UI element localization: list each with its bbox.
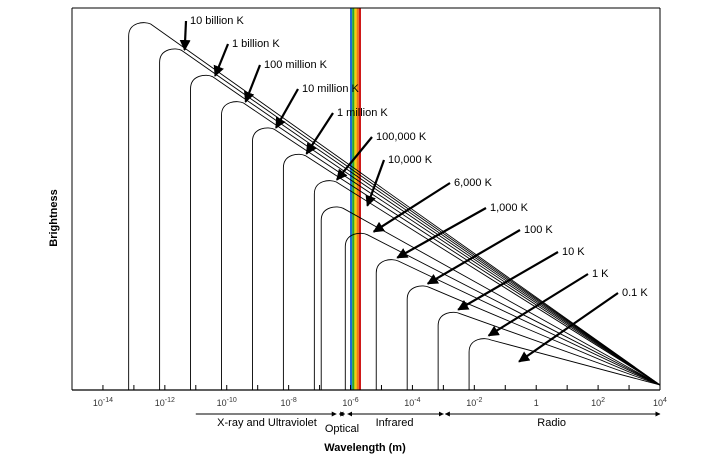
spectrum-stripe	[352, 8, 355, 390]
visible-spectrum-band	[350, 8, 361, 390]
band-label: Radio	[537, 417, 566, 429]
curve-label: 0.1 K	[622, 287, 648, 299]
curve-label: 10 million K	[302, 83, 360, 95]
curve-label: 1 million K	[337, 107, 388, 119]
blackbody-curve	[320, 206, 661, 390]
wavelength-bands: X-ray and Ultraviolet Optical Infrared Radi…	[195, 411, 661, 435]
x-tick-label: 10-4	[404, 397, 420, 408]
curve-label: 100 million K	[264, 59, 328, 71]
x-axis-title: Wavelength (m)	[324, 442, 406, 454]
blackbody-curve	[313, 180, 661, 390]
label-arrow	[244, 64, 262, 103]
label-arrow	[396, 207, 487, 259]
blackbody-curve	[282, 153, 661, 390]
curve-label: 1 billion K	[232, 38, 280, 50]
curve-label-arrows	[179, 20, 619, 363]
curve-label: 1 K	[592, 268, 609, 280]
label-arrow	[365, 159, 386, 207]
blackbody-curve	[252, 127, 661, 390]
curve-label: 6,000 K	[454, 177, 493, 189]
y-axis-title: Brightness	[48, 189, 60, 246]
x-tick-label: 10-8	[281, 397, 297, 408]
label-arrow	[426, 229, 521, 285]
band-label: Optical	[325, 423, 359, 435]
label-arrow	[305, 112, 334, 155]
spectrum-stripe	[358, 8, 361, 390]
blackbody-curve	[190, 74, 661, 390]
x-tick-label: 10-10	[217, 397, 237, 408]
x-tick-label: 102	[591, 397, 605, 408]
blackbody-curve	[128, 22, 661, 390]
x-tick-label: 104	[653, 397, 667, 408]
band-label: Infrared	[376, 417, 414, 429]
blackbody-curve	[437, 311, 661, 390]
curve-label: 1,000 K	[490, 202, 529, 214]
x-tick-label: 10-12	[155, 397, 175, 408]
blackbody-curve	[344, 232, 661, 390]
label-arrow	[213, 43, 230, 77]
blackbody-curve	[468, 338, 661, 390]
label-arrow	[457, 251, 559, 311]
curve-labels: 10 billion K 1 billion K 100 million K 10 m…	[190, 15, 648, 299]
spectrum-stripe	[350, 8, 353, 390]
curve-label: 10 billion K	[190, 15, 244, 27]
x-tick-label: 10-2	[466, 397, 482, 408]
curve-label: 10,000 K	[388, 154, 433, 166]
x-tick-label: 10-6	[342, 397, 358, 408]
label-arrow	[372, 182, 451, 233]
label-arrow	[336, 136, 373, 181]
label-arrow	[179, 20, 191, 52]
curve-label: 100,000 K	[376, 131, 427, 143]
blackbody-curves	[128, 22, 661, 390]
blackbody-curve	[375, 259, 661, 390]
band-label: X-ray and Ultraviolet	[217, 417, 317, 429]
x-tick-label: 10-14	[93, 397, 113, 408]
label-arrow	[275, 88, 299, 129]
blackbody-curve	[221, 101, 661, 390]
x-tick-label: 1	[534, 398, 539, 408]
spectrum-stripe	[354, 8, 357, 390]
blackbody-curve	[406, 285, 661, 390]
x-axis: 10-14 10-12 10-10 10-8 10-6 10-4 10-2 1 102 104	[71, 7, 667, 408]
curve-label: 100 K	[524, 224, 553, 236]
label-arrow	[518, 292, 619, 363]
curve-label: 10 K	[562, 246, 585, 258]
label-arrow	[487, 273, 589, 337]
spectrum-stripe	[356, 8, 359, 390]
